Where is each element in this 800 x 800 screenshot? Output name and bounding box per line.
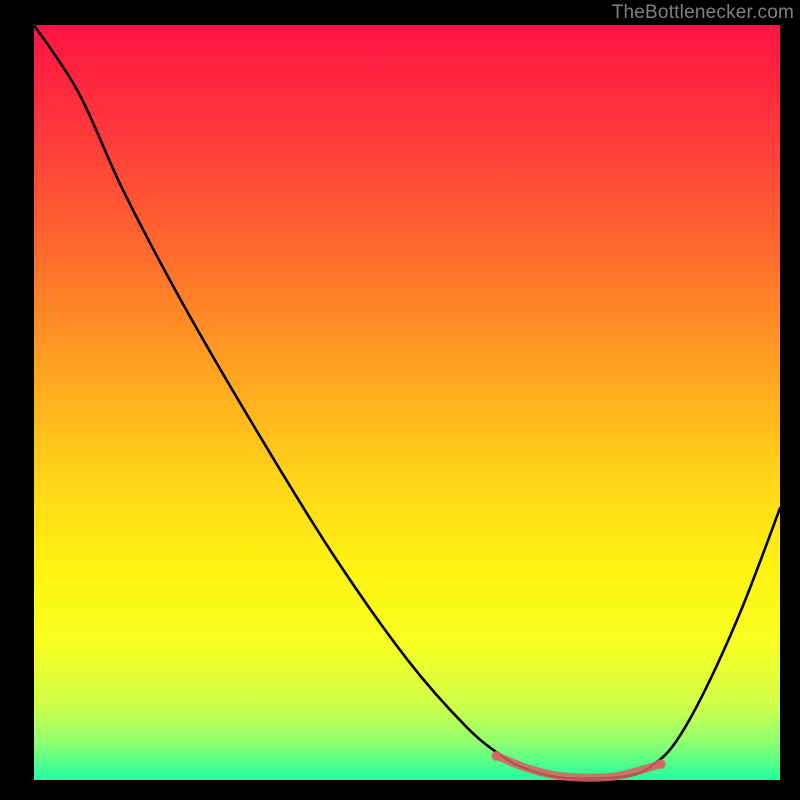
plot-gradient-background xyxy=(34,25,780,780)
watermark-text: TheBottlenecker.com xyxy=(612,2,794,24)
chart-container: TheBottlenecker.com xyxy=(0,0,800,800)
bottleneck-curve-chart xyxy=(0,0,800,800)
